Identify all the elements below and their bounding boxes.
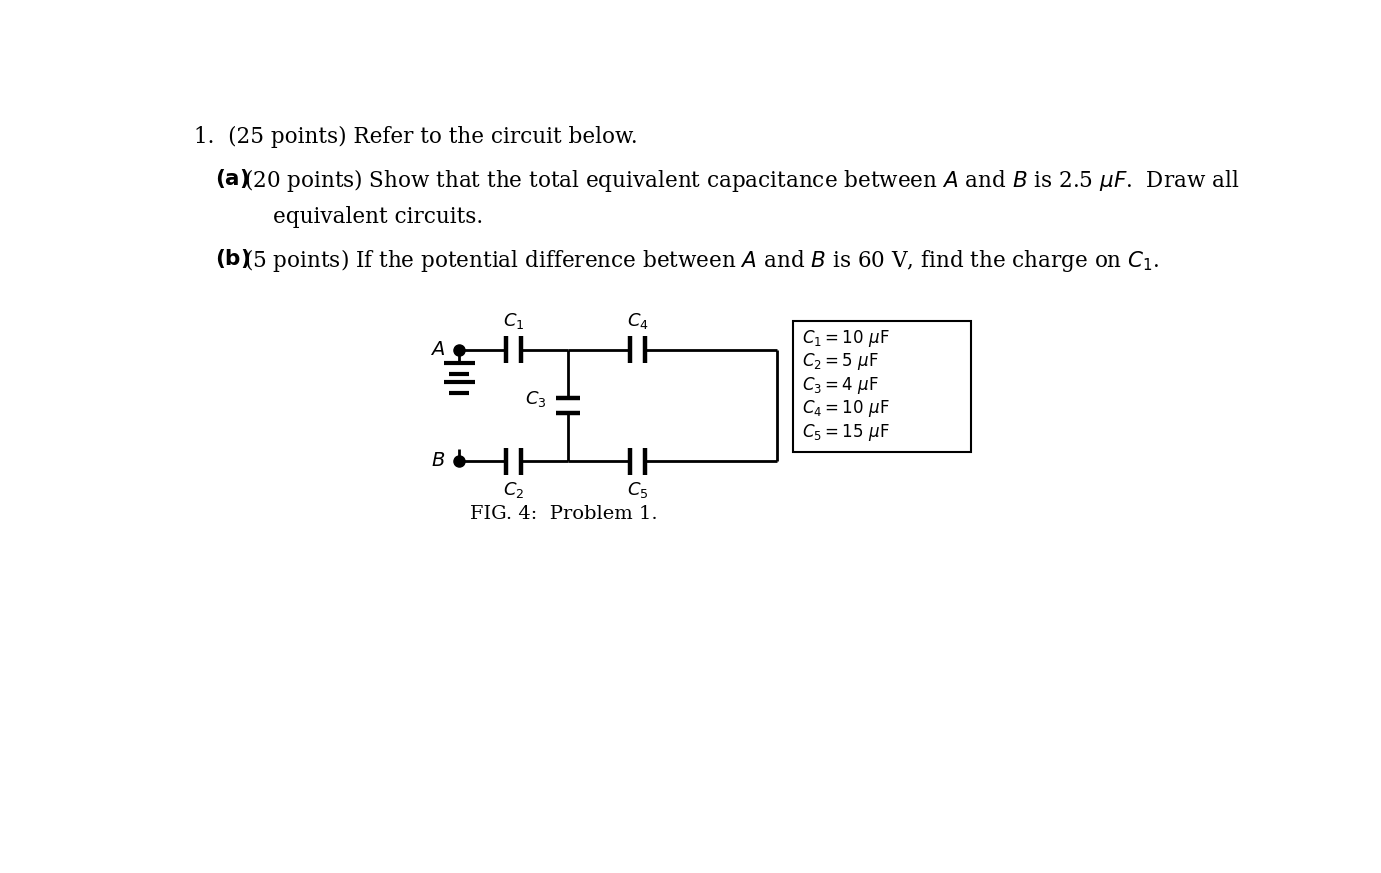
- Text: $A$: $A$: [431, 340, 446, 359]
- Text: $B$: $B$: [431, 452, 446, 471]
- Text: $\mathbf{(b)}$: $\mathbf{(b)}$: [215, 247, 250, 271]
- Text: $\mathbf{(a)}$: $\mathbf{(a)}$: [215, 167, 250, 190]
- Text: $C_4 = 10\ \mu$F: $C_4 = 10\ \mu$F: [802, 398, 889, 419]
- Text: $C_3$: $C_3$: [525, 389, 545, 409]
- Text: $C_2$: $C_2$: [503, 480, 525, 499]
- Text: $C_1$: $C_1$: [503, 311, 525, 331]
- Text: $C_2 = 5\ \mu$F: $C_2 = 5\ \mu$F: [802, 351, 878, 372]
- Text: $C_4$: $C_4$: [627, 311, 649, 331]
- Text: $C_1 = 10\ \mu$F: $C_1 = 10\ \mu$F: [802, 327, 889, 348]
- Text: equivalent circuits.: equivalent circuits.: [273, 206, 483, 228]
- Text: $C_5$: $C_5$: [627, 480, 649, 499]
- Text: 1.  (25 points) Refer to the circuit below.: 1. (25 points) Refer to the circuit belo…: [195, 127, 638, 148]
- Text: $C_5 = 15\ \mu$F: $C_5 = 15\ \mu$F: [802, 422, 889, 443]
- Text: (5 points) If the potential difference between $A$ and $B$ is 60 V, find the cha: (5 points) If the potential difference b…: [244, 247, 1160, 274]
- Text: $C_3 = 4\ \mu$F: $C_3 = 4\ \mu$F: [802, 375, 878, 395]
- Text: (20 points) Show that the total equivalent capacitance between $A$ and $B$ is 2.: (20 points) Show that the total equivale…: [244, 167, 1239, 194]
- Text: FIG. 4:  Problem 1.: FIG. 4: Problem 1.: [470, 505, 657, 523]
- FancyBboxPatch shape: [793, 321, 971, 452]
